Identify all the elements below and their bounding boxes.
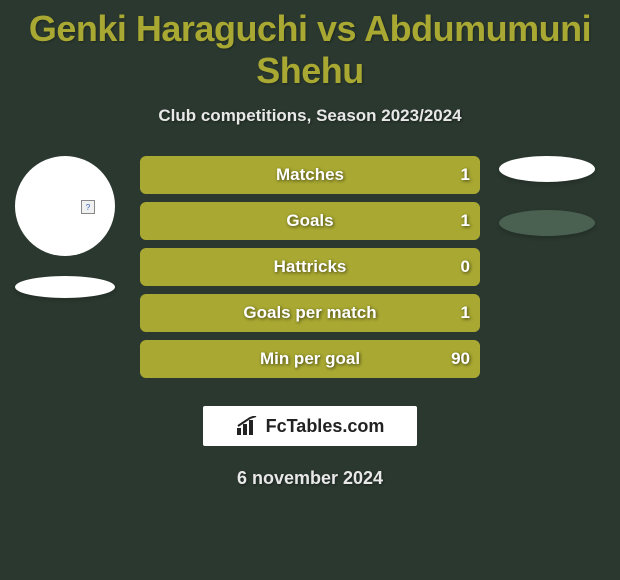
fctables-badge: FcTables.com [203,406,417,446]
page-title: Genki Haraguchi vs Abdumumuni Shehu [0,0,620,92]
stat-bar: Min per goal90 [140,340,480,378]
stat-bar: Goals per match1 [140,294,480,332]
player-right-flag-top [499,156,595,182]
stat-value-right: 1 [461,211,470,231]
broken-image-icon: ? [81,200,95,214]
stat-value-right: 1 [461,303,470,323]
stat-label: Goals [140,211,480,231]
player-left-column: ? [10,156,120,298]
subtitle: Club competitions, Season 2023/2024 [0,106,620,126]
comparison-area: ? Matches1Goals1Hattricks0Goals per matc… [0,156,620,386]
stat-label: Matches [140,165,480,185]
player-left-avatar: ? [15,156,115,256]
chart-bars-icon [236,416,260,436]
stat-value-right: 0 [461,257,470,277]
stats-bars: Matches1Goals1Hattricks0Goals per match1… [140,156,480,386]
stat-label: Hattricks [140,257,480,277]
stat-bar: Hattricks0 [140,248,480,286]
stat-label: Goals per match [140,303,480,323]
player-left-shadow [15,276,115,298]
player-right-flag-bottom [499,210,595,236]
stat-label: Min per goal [140,349,480,369]
stat-bar: Goals1 [140,202,480,240]
stat-bar: Matches1 [140,156,480,194]
stat-value-right: 90 [451,349,470,369]
player-right-column [492,156,602,236]
stat-value-right: 1 [461,165,470,185]
date-text: 6 november 2024 [0,468,620,489]
badge-text: FcTables.com [266,416,385,437]
